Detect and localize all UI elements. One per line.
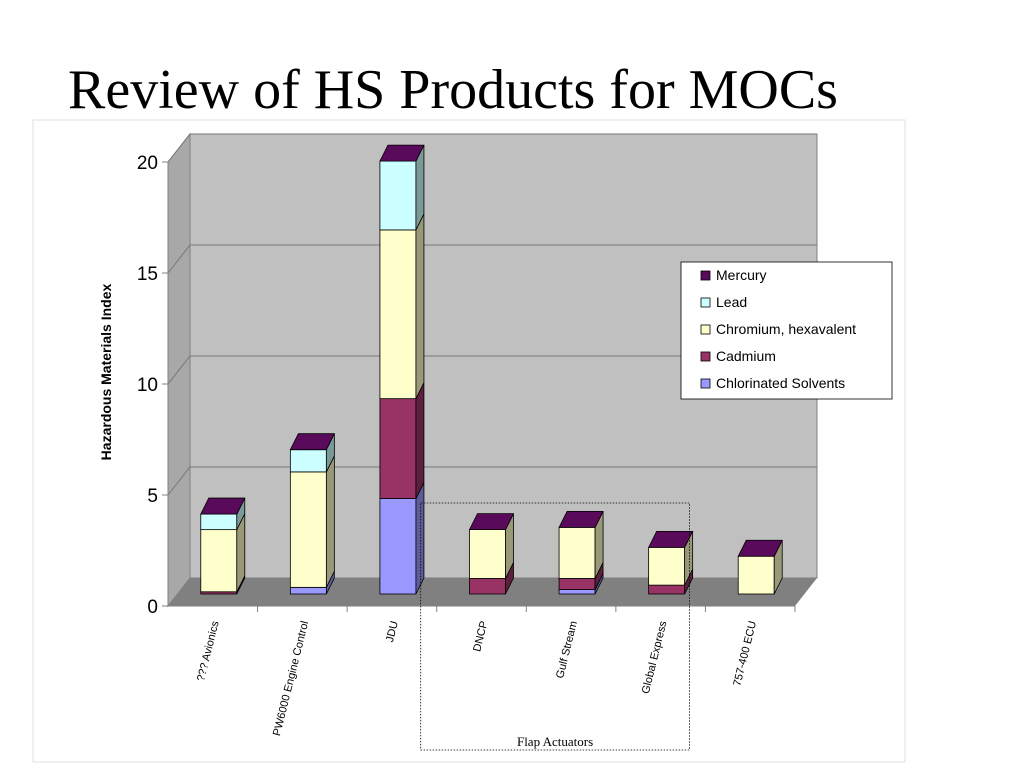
bar-top-cap	[200, 497, 246, 515]
bar-segment	[558, 578, 596, 590]
gridline	[167, 355, 817, 385]
bar-segment	[648, 546, 686, 586]
y-tick-label: 10	[137, 375, 158, 396]
bar-stack	[468, 513, 515, 595]
bar-stack	[289, 433, 336, 595]
bar-segment	[289, 471, 327, 588]
y-tick-label: 20	[137, 153, 158, 174]
legend-label: Chromium, hexavalent	[716, 321, 856, 337]
annotation-group: Flap Actuators	[420, 502, 690, 751]
bar-segment	[200, 513, 238, 531]
gridline	[167, 466, 817, 496]
bar-segment	[558, 589, 596, 595]
bar-segment	[379, 498, 417, 595]
bar-segment-side	[415, 213, 425, 399]
bar-segment	[379, 160, 417, 231]
y-tick-label: 0	[147, 597, 158, 618]
bar-stack	[647, 530, 694, 595]
bar-segment	[648, 584, 686, 595]
y-axis: 0 5 10 15 20	[137, 153, 169, 618]
gridlines	[167, 133, 817, 496]
legend-box	[680, 261, 893, 400]
legend-swatch	[700, 297, 711, 308]
bar-segment-side	[415, 482, 425, 595]
bar-top-cap	[737, 539, 783, 557]
legend-label: Mercury	[716, 267, 767, 283]
bar-segment	[737, 555, 775, 595]
bar-stack	[379, 144, 425, 595]
bar-segment	[469, 578, 506, 595]
legend-swatch	[700, 324, 711, 335]
gridline	[167, 133, 817, 163]
legend: Mercury Lead Chromium, hexavalent Cadmium Ch…	[680, 261, 893, 400]
flap-actuators-label: Flap Actuators	[517, 734, 593, 749]
bar-top-cap	[289, 433, 336, 451]
bar-segment	[289, 449, 327, 473]
bar-top-cap	[468, 513, 515, 531]
legend-swatch	[700, 351, 711, 362]
x-tick-label: JDU	[384, 620, 401, 644]
legend-label: Cadmium	[716, 348, 776, 364]
y-tick-label: 5	[147, 486, 158, 507]
legend-swatch	[700, 378, 711, 389]
bar-segment	[379, 229, 417, 400]
legend-label: Lead	[716, 294, 747, 310]
bar-segment	[289, 586, 327, 595]
bar-stack	[737, 539, 783, 595]
bar-stack	[558, 510, 604, 595]
bar-stack	[200, 497, 246, 595]
y-axis-label: Hazardous Materials Index	[98, 283, 114, 460]
y-tick-label: 15	[137, 264, 158, 285]
gridline	[167, 244, 817, 274]
legend-swatch	[700, 270, 711, 281]
bar-segment-side	[325, 455, 335, 588]
bar-segment-side	[415, 382, 425, 499]
bar-segment	[200, 529, 238, 593]
bar-segment	[558, 527, 596, 579]
slide-title: Review of HS Products for MOCs	[68, 59, 838, 121]
bar-segment	[469, 529, 506, 579]
bar-top-cap	[558, 510, 604, 528]
bar-top-cap	[379, 144, 425, 162]
bar-segment	[379, 398, 417, 499]
bar-top-cap	[647, 530, 694, 548]
bars	[200, 144, 783, 595]
legend-label: Chlorinated Solvents	[716, 375, 845, 391]
